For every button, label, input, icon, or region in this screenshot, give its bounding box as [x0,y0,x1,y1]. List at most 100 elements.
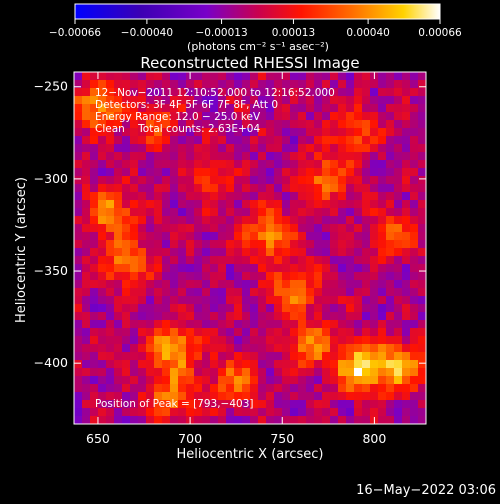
heatmap-cell [346,216,355,225]
heatmap-cell [322,208,331,217]
heatmap-cell [330,256,339,265]
heatmap-cell [330,376,339,385]
heatmap-cell [234,152,243,161]
heatmap-cell [82,256,91,265]
heatmap-cell [122,256,131,265]
heatmap-cell [338,272,347,281]
heatmap-cell [106,160,115,169]
heatmap-cell [194,304,203,313]
heatmap-cell [314,152,323,161]
heatmap-cell [266,368,275,377]
heatmap-cell [418,344,426,353]
heatmap-cell [106,216,115,225]
heatmap-cell [378,168,387,177]
heatmap-cell [146,280,155,289]
heatmap-cell [122,88,131,97]
heatmap-cell [218,112,227,121]
heatmap-cell [314,392,323,401]
heatmap-cell [202,416,211,424]
heatmap-cell [330,344,339,353]
heatmap-cell [394,400,403,409]
heatmap-cell [298,320,307,329]
heatmap-cell [314,160,323,169]
heatmap-cell [82,208,91,217]
heatmap-cell [418,248,426,257]
heatmap-cell [74,320,83,329]
heatmap-cell [218,168,227,177]
heatmap-cell [402,312,411,321]
colorbar-tick-label: 0.00013 [272,27,315,39]
heatmap-cell [234,80,243,89]
heatmap-cell [186,152,195,161]
heatmap-cell [122,192,131,201]
heatmap-cell [346,328,355,337]
heatmap-cell [242,232,251,241]
heatmap-cell [194,256,203,265]
heatmap-cell [138,224,147,233]
heatmap-cell [322,192,331,201]
chart-title: Reconstructed RHESSI Image [140,54,359,72]
y-axis: −250−300−350−400 [34,79,426,370]
heatmap-cell [170,368,179,377]
heatmap-cell [114,256,123,265]
heatmap-cell [306,120,315,129]
heatmap-cell [330,184,339,193]
heatmap-cell [330,384,339,393]
heatmap-cell [242,264,251,273]
heatmap-cell [410,336,419,345]
heatmap-cell [138,88,147,97]
heatmap-cell [74,240,83,249]
heatmap-cell [106,144,115,153]
heatmap-cell [218,416,227,424]
heatmap-cell [402,112,411,121]
heatmap-cell [418,280,426,289]
heatmap-cell [258,240,267,249]
heatmap-cell [418,88,426,97]
heatmap-cell [234,272,243,281]
heatmap-cell [98,344,107,353]
heatmap-cell [338,176,347,185]
heatmap-cell [218,336,227,345]
heatmap-cell [234,320,243,329]
heatmap-cell [290,344,299,353]
heatmap-cell [74,304,83,313]
heatmap-cell [226,344,235,353]
heatmap-cell [354,136,363,145]
x-axis: 650 700 750 800 [86,72,386,446]
heatmap-cell [178,312,187,321]
heatmap-cell [74,80,83,89]
heatmap-cell [330,152,339,161]
heatmap-cell [338,152,347,161]
heatmap-cell [274,184,283,193]
heatmap-cell [114,288,123,297]
heatmap-cell [298,176,307,185]
heatmap-cell [122,272,131,281]
heatmap-cell [234,296,243,305]
heatmap-cell [106,208,115,217]
heatmap-cell [338,184,347,193]
heatmap-cell [186,216,195,225]
heatmap-cell [218,176,227,185]
heatmap-cell [194,112,203,121]
heatmap-cell [258,256,267,265]
heatmap-cell [170,312,179,321]
heatmap-cell [338,304,347,313]
heatmap-cell [146,328,155,337]
heatmap-cell [194,416,203,424]
heatmap-cell [306,152,315,161]
heatmap-cell [282,304,291,313]
heatmap-cell [402,328,411,337]
heatmap-cell [370,400,379,409]
heatmap-cell [162,280,171,289]
heatmap-cell [418,296,426,305]
heatmap-cell [418,288,426,297]
heatmap-cell [274,256,283,265]
heatmap-cell [282,384,291,393]
heatmap-cell [346,224,355,233]
heatmap-cell [194,328,203,337]
heatmap-cell [394,176,403,185]
heatmap-cell [402,296,411,305]
heatmap-cell [170,128,179,137]
heatmap-cell [290,192,299,201]
heatmap-cell [194,248,203,257]
